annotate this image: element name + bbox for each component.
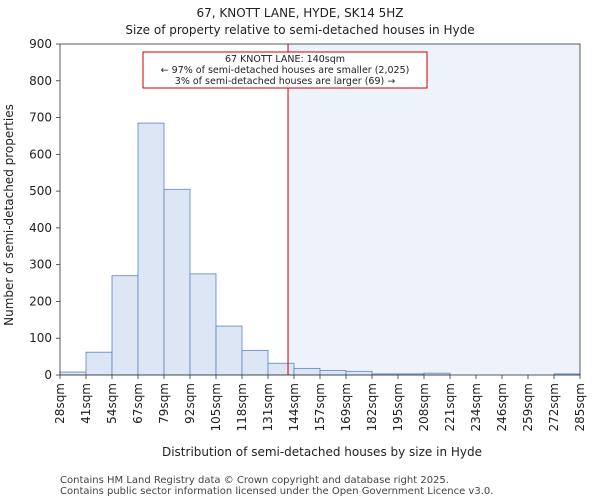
annotation-line-1: 67 KNOTT LANE: 140sqm — [225, 54, 345, 65]
x-axis: 28sqm 41sqm 54sqm 67sqm 79sqm 92sqm 105sqm 118s… — [53, 375, 587, 431]
x-tick-label-285sqm: 285sqm — [573, 383, 587, 431]
x-tick-label-144sqm: 144sqm — [287, 383, 301, 431]
x-tick-label-79sqm: 79sqm — [157, 383, 171, 424]
y-tick-label-200: 200 — [29, 294, 52, 308]
x-tick-label-118sqm: 118sqm — [235, 383, 249, 431]
footer-line-2: Contains public sector information licen… — [60, 486, 494, 497]
y-axis: 0 100 200 300 400 500 600 700 800 900 — [29, 37, 60, 382]
y-tick-label-800: 800 — [29, 74, 52, 88]
bar-144sqm — [293, 367, 321, 376]
y-tick-label-100: 100 — [29, 331, 52, 345]
bar-157sqm — [319, 370, 347, 376]
y-tick-label-500: 500 — [29, 184, 52, 198]
bar-54sqm — [111, 275, 139, 376]
bar-92sqm — [189, 273, 217, 376]
x-tick-label-28sqm: 28sqm — [53, 383, 67, 424]
bar-28sqm — [59, 371, 87, 376]
x-tick-label-272sqm: 272sqm — [547, 383, 561, 431]
bar-105sqm — [215, 325, 243, 376]
annotation-line-2: ← 97% of semi-detached houses are smalle… — [161, 65, 410, 76]
x-tick-label-195sqm: 195sqm — [391, 383, 405, 431]
x-tick-label-105sqm: 105sqm — [209, 383, 223, 431]
x-tick-label-41sqm: 41sqm — [79, 383, 93, 424]
highlight-region — [288, 44, 580, 375]
x-tick-label-234sqm: 234sqm — [469, 383, 483, 431]
chart-subtitle: Size of property relative to semi-detach… — [125, 23, 474, 37]
bar-169sqm — [345, 370, 373, 376]
y-tick-label-700: 700 — [29, 111, 52, 125]
annotation-box: 67 KNOTT LANE: 140sqm ← 97% of semi-deta… — [142, 51, 428, 89]
bar-118sqm — [241, 349, 269, 376]
x-tick-label-92sqm: 92sqm — [183, 383, 197, 424]
x-tick-label-157sqm: 157sqm — [313, 383, 327, 431]
bar-41sqm — [85, 351, 113, 376]
y-tick-label-0: 0 — [44, 368, 52, 382]
footer-line-1: Contains HM Land Registry data © Crown c… — [60, 475, 449, 486]
y-tick-label-400: 400 — [29, 221, 52, 235]
x-tick-label-131sqm: 131sqm — [261, 383, 275, 431]
x-axis-label: Distribution of semi-detached houses by … — [162, 445, 482, 459]
y-tick-label-600: 600 — [29, 147, 52, 161]
x-tick-label-67sqm: 67sqm — [131, 383, 145, 424]
y-axis-label: Number of semi-detached properties — [2, 104, 16, 326]
bars-group — [59, 122, 581, 376]
x-tick-label-246sqm: 246sqm — [495, 383, 509, 431]
x-tick-label-169sqm: 169sqm — [339, 383, 353, 431]
x-tick-label-54sqm: 54sqm — [105, 383, 119, 424]
bar-131sqm — [267, 362, 295, 376]
y-tick-label-900: 900 — [29, 37, 52, 51]
bar-67sqm — [137, 122, 165, 376]
annotation-line-3: 3% of semi-detached houses are larger (6… — [175, 76, 395, 87]
x-tick-label-221sqm: 221sqm — [443, 383, 457, 431]
x-tick-label-259sqm: 259sqm — [521, 383, 535, 431]
x-tick-label-182sqm: 182sqm — [365, 383, 379, 431]
annotation-frame — [142, 51, 428, 89]
bar-79sqm — [163, 188, 191, 376]
chart-title: 67, KNOTT LANE, HYDE, SK14 5HZ — [196, 6, 403, 20]
y-tick-label-300: 300 — [29, 258, 52, 272]
x-tick-label-208sqm: 208sqm — [417, 383, 431, 431]
